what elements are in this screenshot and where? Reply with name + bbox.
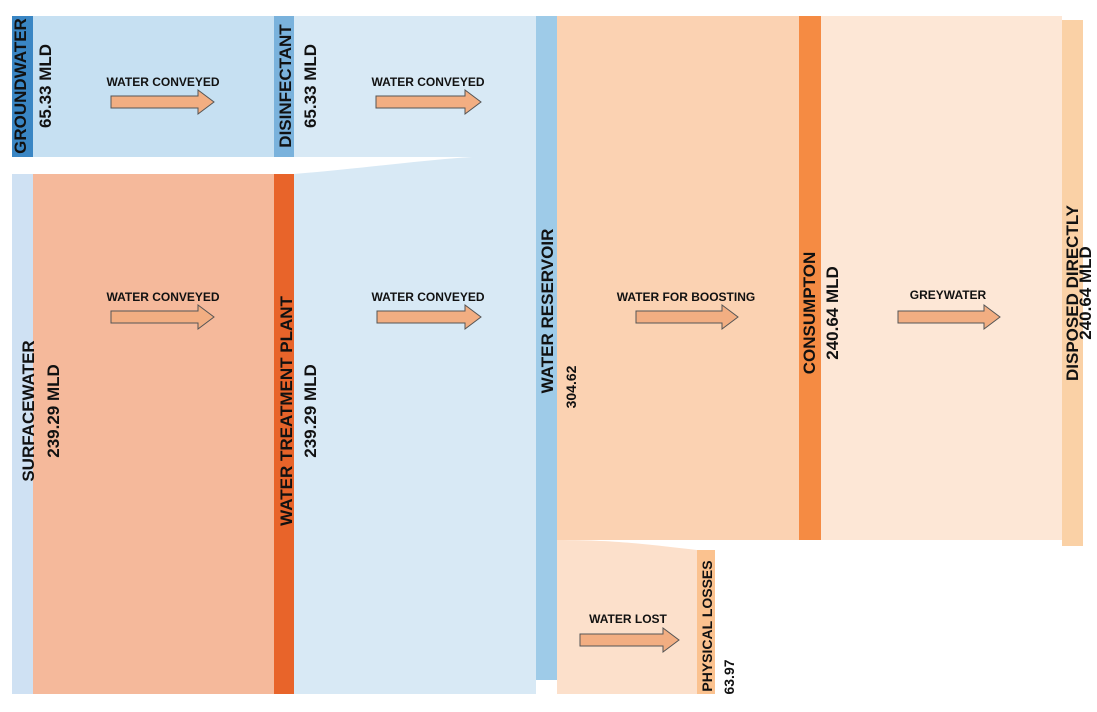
flow-reservoir-to-losses [557,540,697,694]
node-value-consumption: 240.64 MLD [823,266,842,360]
flow-label-disinfectant: WATER CONVEYED [371,75,484,89]
node-label-consumption: CONSUMPTON [800,252,819,374]
node-value-disposed-directly: 240.64 MLD [1076,246,1095,340]
node-label-surfacewater: SURFACEWATER [19,340,38,481]
node-label-water-treatment-plant: WATER TREATMENT PLANT [277,295,296,525]
arrow-icon [110,89,215,115]
flow-label-greywater: GREYWATER [910,288,987,302]
flow-label-groundwater: WATER CONVEYED [106,75,219,89]
node-label-water-reservoir: WATER RESERVOIR [538,229,557,394]
node-label-groundwater: GROUNDWATER [11,18,30,154]
flow-label-water-lost: WATER LOST [589,612,667,626]
node-consumption [799,16,821,540]
flow-treatment-to-reservoir [294,155,536,694]
flow-groundwater-to-disinfectant [33,16,274,157]
node-water-reservoir [536,16,557,680]
flow-label-treatment: WATER CONVEYED [371,290,484,304]
node-water-treatment-plant [274,174,294,694]
node-surfacewater [12,174,33,694]
node-label-disinfectant: DISINFECTANT [276,24,295,148]
node-groundwater [12,16,33,157]
arrow-icon [897,304,1001,330]
node-value-physical-losses: 63.97 [721,659,737,694]
arrow-icon [375,89,482,115]
flow-consumption-to-disposed [821,16,1062,540]
arrow-icon [110,304,215,330]
node-label-disposed-directly: DISPOSED DIRECTLY [1063,204,1082,381]
arrow-icon [376,304,482,330]
node-disposed-directly [1062,20,1083,546]
node-disinfectant [274,16,294,157]
node-label-physical-losses: PHYSICAL LOSSES [699,560,715,691]
node-physical-losses [697,550,715,694]
arrow-icon [579,627,680,653]
arrow-icon [635,304,739,330]
flow-surfacewater-to-treatment [33,174,274,694]
flow-reservoir-to-consumption [557,16,799,540]
node-value-groundwater: 65.33 MLD [36,44,55,128]
flow-disinfectant-to-reservoir [294,16,536,157]
node-value-water-reservoir: 304.62 [563,365,579,408]
node-value-water-treatment-plant: 239.29 MLD [301,364,320,458]
flow-label-surfacewater: WATER CONVEYED [106,290,219,304]
node-value-disinfectant: 65.33 MLD [301,44,320,128]
node-value-surfacewater: 239.29 MLD [44,364,63,458]
flow-label-boosting: WATER FOR BOOSTING [617,290,755,304]
